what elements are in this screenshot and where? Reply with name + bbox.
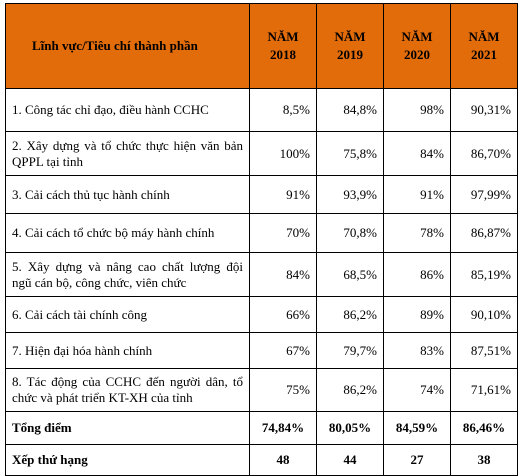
total-row: Tổng điểm 74,84% 80,05% 84,59% 86,46% [5, 411, 518, 445]
table-row: 5. Xây dựng và nâng cao chất lượng đội n… [5, 252, 518, 297]
year-header-2018: NĂM 2018 [249, 3, 317, 89]
year-header-label: NĂM [267, 29, 299, 44]
total-value: 84,59% [383, 411, 451, 445]
total-value: 74,84% [249, 411, 317, 445]
value-cell: 70,8% [316, 213, 384, 253]
value-cell: 87,51% [450, 332, 518, 369]
criteria-cell: 7. Hiện đại hóa hành chính [5, 332, 250, 369]
value-cell: 84% [383, 131, 451, 176]
rank-value: 38 [450, 444, 518, 476]
year-header-year: 2020 [404, 47, 430, 62]
table-row: 2. Xây dựng và tổ chức thực hiện văn bản… [5, 131, 518, 176]
value-cell: 91% [249, 175, 317, 214]
year-header-year: 2021 [471, 47, 497, 62]
year-header-2019: NĂM 2019 [316, 3, 384, 89]
value-cell: 98% [383, 88, 451, 132]
year-header-year: 2019 [337, 47, 363, 62]
value-cell: 8,5% [249, 88, 317, 132]
rank-value: 27 [383, 444, 451, 476]
value-cell: 89% [383, 296, 451, 333]
value-cell: 71,61% [450, 368, 518, 412]
value-cell: 90,10% [450, 296, 518, 333]
table-row: 4. Cải cách tổ chức bộ máy hành chính 70… [5, 213, 518, 253]
value-cell: 86% [383, 252, 451, 297]
value-cell: 91% [383, 175, 451, 214]
criteria-cell: 4. Cải cách tổ chức bộ máy hành chính [5, 213, 250, 253]
header-row: Lĩnh vực/Tiêu chí thành phần NĂM 2018 NĂM… [5, 3, 518, 89]
rank-label: Xếp thứ hạng [5, 444, 250, 476]
value-cell: 68,5% [316, 252, 384, 297]
value-cell: 86,2% [316, 368, 384, 412]
value-cell: 70% [249, 213, 317, 253]
total-label: Tổng điểm [5, 411, 250, 445]
criteria-cell: 2. Xây dựng và tổ chức thực hiện văn bản… [5, 131, 250, 176]
total-value: 80,05% [316, 411, 384, 445]
value-cell: 97,99% [450, 175, 518, 214]
rank-row: Xếp thứ hạng 48 44 27 38 [5, 444, 518, 476]
rank-value: 48 [249, 444, 317, 476]
criteria-cell: 8. Tác động của CCHC đến người dân, tổ c… [5, 368, 250, 412]
value-cell: 66% [249, 296, 317, 333]
value-cell: 67% [249, 332, 317, 369]
value-cell: 86,2% [316, 296, 384, 333]
value-cell: 84,8% [316, 88, 384, 132]
value-cell: 85,19% [450, 252, 518, 297]
criteria-cell: 6. Cải cách tài chính công [5, 296, 250, 333]
criteria-header: Lĩnh vực/Tiêu chí thành phần [5, 3, 250, 89]
year-header-year: 2018 [270, 47, 296, 62]
rank-value: 44 [316, 444, 384, 476]
value-cell: 93,9% [316, 175, 384, 214]
value-cell: 83% [383, 332, 451, 369]
year-header-label: NĂM [468, 29, 500, 44]
table-row: 1. Công tác chỉ đạo, điều hành CCHC 8,5%… [5, 88, 518, 132]
value-cell: 86,87% [450, 213, 518, 253]
value-cell: 100% [249, 131, 317, 176]
value-cell: 84% [249, 252, 317, 297]
results-table: Lĩnh vực/Tiêu chí thành phần NĂM 2018 NĂM… [5, 3, 518, 476]
criteria-cell: 3. Cải cách thủ tục hành chính [5, 175, 250, 214]
year-header-2021: NĂM 2021 [450, 3, 518, 89]
table-row: 6. Cải cách tài chính công 66% 86,2% 89%… [5, 296, 518, 333]
table-row: 7. Hiện đại hóa hành chính 67% 79,7% 83%… [5, 332, 518, 369]
value-cell: 75% [249, 368, 317, 412]
criteria-cell: 5. Xây dựng và nâng cao chất lượng đội n… [5, 252, 250, 297]
criteria-cell: 1. Công tác chỉ đạo, điều hành CCHC [5, 88, 250, 132]
table-row: 3. Cải cách thủ tục hành chính 91% 93,9%… [5, 175, 518, 214]
year-header-label: NĂM [401, 29, 433, 44]
year-header-2020: NĂM 2020 [383, 3, 451, 89]
value-cell: 90,31% [450, 88, 518, 132]
value-cell: 86,70% [450, 131, 518, 176]
total-value: 86,46% [450, 411, 518, 445]
value-cell: 75,8% [316, 131, 384, 176]
table-row: 8. Tác động của CCHC đến người dân, tổ c… [5, 368, 518, 412]
value-cell: 79,7% [316, 332, 384, 369]
value-cell: 78% [383, 213, 451, 253]
value-cell: 74% [383, 368, 451, 412]
year-header-label: NĂM [334, 29, 366, 44]
